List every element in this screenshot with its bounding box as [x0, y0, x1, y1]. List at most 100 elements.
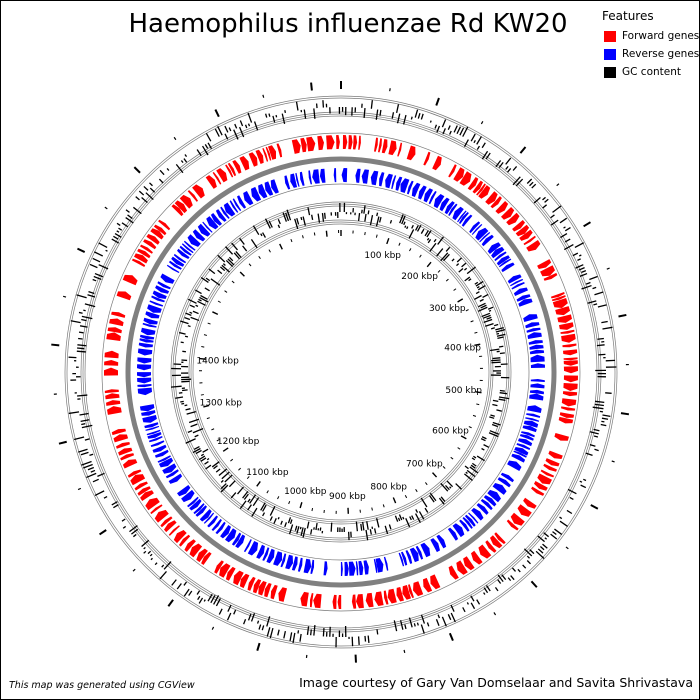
minor-inner-tick — [465, 309, 469, 312]
reverse-gene-arrow — [215, 209, 227, 222]
guide-circle — [80, 111, 602, 633]
gc-content-bar — [411, 224, 414, 229]
gc-content-bar — [357, 213, 361, 221]
forward-gene-arrow — [140, 490, 154, 501]
gc-content-bar — [113, 504, 119, 509]
gc-content-bar — [122, 525, 127, 529]
gc-content-bar — [579, 480, 583, 483]
forward-gene-arrow — [467, 177, 479, 191]
guide-circle — [188, 219, 494, 525]
forward-gene-arrow — [201, 552, 212, 565]
gc-content-bar — [158, 178, 164, 184]
minor-inner-tick — [424, 482, 428, 486]
reverse-gene-arrow — [295, 172, 300, 187]
forward-gene-arrow — [225, 164, 234, 178]
forward-gene-arrow — [537, 259, 552, 269]
reverse-gene-arrow — [344, 561, 349, 576]
major-tick — [583, 221, 591, 228]
gc-content-bar — [476, 145, 481, 150]
gc-content-bar — [473, 455, 477, 459]
reverse-gene-arrow — [256, 544, 265, 559]
gc-content-bar — [498, 345, 504, 348]
gc-content-bar — [237, 486, 244, 495]
gc-content-bar — [220, 483, 227, 490]
gc-content-bar — [478, 302, 486, 308]
gc-content-bar — [253, 121, 259, 131]
gc-content-bar — [542, 543, 548, 549]
gc-content-bar — [226, 612, 232, 621]
reverse-gene-arrow — [464, 514, 476, 527]
backbone-ring — [125, 156, 557, 588]
forward-gene-arrow — [137, 248, 151, 259]
forward-gene-arrow — [212, 172, 222, 185]
minor-inner-tick — [313, 232, 316, 236]
gc-content-bar — [185, 408, 191, 411]
gc-content-bar — [299, 526, 302, 530]
gc-content-bar — [187, 325, 191, 328]
forward-gene-arrow — [122, 459, 138, 469]
major-tick — [530, 580, 538, 588]
reverse-gene-arrow — [141, 410, 156, 416]
gc-content-bar — [485, 152, 491, 160]
reverse-gene-arrow — [157, 455, 171, 463]
gc-content-bar — [559, 217, 568, 224]
gc-content-bar — [176, 583, 182, 590]
reverse-gene-arrow — [166, 264, 180, 273]
forward-gene-arrow — [374, 591, 384, 606]
gc-content-bar — [302, 216, 306, 226]
reverse-gene-arrow — [192, 229, 206, 242]
gc-content-bar — [256, 620, 260, 624]
gc-content-bar — [476, 285, 480, 289]
gc-content-bar — [577, 258, 581, 261]
gc-content-bar — [473, 294, 482, 300]
guide-circle — [170, 201, 512, 543]
gc-content-bar — [552, 531, 557, 535]
forward-gene-arrow — [310, 593, 314, 608]
gc-content-bar — [476, 136, 483, 145]
gc-content-bar — [207, 142, 213, 150]
forward-gene-arrow — [453, 167, 465, 182]
gc-content-bar — [596, 344, 605, 347]
gc-content-bar — [481, 142, 486, 149]
gc-content-bar — [466, 469, 476, 478]
forward-gene-arrow — [397, 142, 403, 157]
forward-gene-arrow — [563, 383, 578, 391]
forward-gene-arrow — [137, 486, 151, 496]
reverse-genes-track — [137, 168, 545, 576]
gc-content-bar — [228, 480, 236, 488]
reverse-gene-arrow — [375, 558, 384, 573]
gc-content-bar — [111, 501, 118, 506]
gc-content-bar — [434, 124, 438, 129]
gc-content-bar — [496, 409, 502, 412]
gc-content-bar — [247, 112, 253, 123]
gc-content-bar — [526, 560, 531, 565]
gc-content-bar — [92, 278, 97, 282]
gc-content-bar — [88, 291, 95, 295]
gc-content-bar — [401, 215, 406, 225]
forward-gene-arrow — [548, 450, 563, 459]
minor-inner-tick — [457, 447, 461, 450]
gc-content-bar — [420, 497, 428, 508]
minor-inner-tick — [258, 255, 261, 260]
gc-content-bar — [416, 622, 419, 626]
gc-content-bar — [118, 227, 123, 231]
gc-content-bar — [563, 226, 566, 229]
scale-label: 100 kbp — [364, 251, 401, 261]
reverse-gene-arrow — [428, 191, 437, 205]
reverse-gene-arrow — [491, 246, 505, 259]
gc-content-bar — [78, 311, 83, 314]
gc-content-bar — [487, 306, 494, 310]
gc-content-bar — [273, 518, 277, 524]
gc-content-bar — [204, 144, 209, 149]
gc-content-bar — [366, 521, 369, 530]
forward-gene-arrow — [561, 406, 576, 411]
reverse-gene-arrow — [405, 550, 413, 564]
gc-content-bar — [97, 472, 105, 477]
forward-gene-arrow — [104, 350, 119, 359]
gc-content-bar — [526, 178, 533, 184]
gc-content-bar — [262, 512, 266, 517]
gc-content-bar — [490, 414, 495, 417]
gc-content-bar — [277, 218, 281, 225]
forward-gene-arrow — [519, 229, 533, 241]
